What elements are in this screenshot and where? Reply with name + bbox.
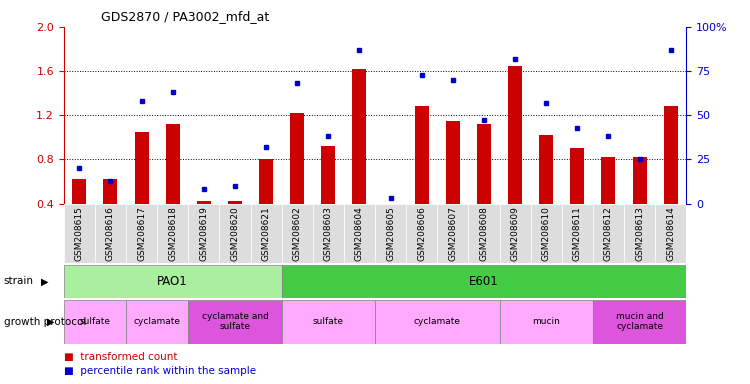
Bar — [508, 66, 522, 204]
Text: GSM208612: GSM208612 — [604, 207, 613, 261]
Text: GSM208617: GSM208617 — [137, 207, 146, 262]
Text: GSM208606: GSM208606 — [417, 207, 426, 262]
Text: cyclamate: cyclamate — [134, 317, 181, 326]
Bar — [500, 300, 592, 344]
Text: GSM208605: GSM208605 — [386, 207, 395, 262]
Bar — [259, 159, 273, 204]
Bar — [632, 157, 646, 204]
Text: E601: E601 — [469, 275, 499, 288]
Bar — [188, 204, 219, 263]
Bar — [64, 265, 282, 298]
Bar — [570, 148, 584, 204]
Text: ▶: ▶ — [47, 316, 55, 327]
Bar — [72, 179, 86, 204]
Text: GDS2870 / PA3002_mfd_at: GDS2870 / PA3002_mfd_at — [101, 10, 269, 23]
Text: ■  transformed count: ■ transformed count — [64, 352, 177, 362]
Text: GSM208618: GSM208618 — [168, 207, 177, 262]
Bar — [321, 146, 335, 204]
Text: GSM208616: GSM208616 — [106, 207, 115, 262]
Bar — [531, 204, 562, 263]
Bar — [166, 124, 180, 204]
Bar — [437, 204, 468, 263]
Text: mucin and
cyclamate: mucin and cyclamate — [616, 312, 664, 331]
Text: ▶: ▶ — [41, 276, 49, 286]
Bar — [592, 204, 624, 263]
Bar — [228, 201, 242, 204]
Bar — [468, 204, 500, 263]
Text: ■  percentile rank within the sample: ■ percentile rank within the sample — [64, 366, 256, 376]
Bar — [219, 204, 251, 263]
Text: GSM208608: GSM208608 — [479, 207, 488, 262]
Bar — [251, 204, 282, 263]
Text: GSM208619: GSM208619 — [200, 207, 208, 262]
Bar — [282, 265, 686, 298]
Text: GSM208621: GSM208621 — [262, 207, 271, 261]
Text: GSM208614: GSM208614 — [666, 207, 675, 261]
Text: GSM208611: GSM208611 — [573, 207, 582, 262]
Bar — [500, 204, 531, 263]
Text: cyclamate and
sulfate: cyclamate and sulfate — [202, 312, 268, 331]
Text: GSM208607: GSM208607 — [448, 207, 458, 262]
Text: strain: strain — [4, 276, 34, 286]
Bar — [134, 132, 148, 204]
Bar — [406, 204, 437, 263]
Bar — [64, 300, 126, 344]
Bar — [282, 204, 313, 263]
Bar — [188, 300, 282, 344]
Text: cyclamate: cyclamate — [414, 317, 460, 326]
Bar — [602, 157, 616, 204]
Bar — [94, 204, 126, 263]
Bar — [290, 113, 304, 204]
Text: GSM208603: GSM208603 — [324, 207, 333, 262]
Bar — [158, 204, 188, 263]
Text: sulfate: sulfate — [80, 317, 110, 326]
Bar — [415, 106, 429, 204]
Bar — [592, 300, 686, 344]
Bar — [624, 204, 656, 263]
Bar — [539, 135, 554, 204]
Bar — [64, 204, 94, 263]
Text: GSM208610: GSM208610 — [542, 207, 550, 262]
Bar — [126, 300, 188, 344]
Bar — [196, 201, 211, 204]
Text: GSM208620: GSM208620 — [230, 207, 239, 261]
Bar — [104, 179, 118, 204]
Text: GSM208609: GSM208609 — [511, 207, 520, 262]
Bar — [562, 204, 592, 263]
Bar — [664, 106, 678, 204]
Text: mucin: mucin — [532, 317, 560, 326]
Text: sulfate: sulfate — [313, 317, 344, 326]
Bar — [446, 121, 460, 204]
Bar — [126, 204, 158, 263]
Bar — [375, 204, 406, 263]
Bar — [313, 204, 344, 263]
Bar — [344, 204, 375, 263]
Bar — [477, 124, 491, 204]
Bar — [352, 69, 367, 204]
Text: PAO1: PAO1 — [158, 275, 188, 288]
Text: growth protocol: growth protocol — [4, 316, 86, 327]
Text: GSM208613: GSM208613 — [635, 207, 644, 262]
Text: GSM208604: GSM208604 — [355, 207, 364, 261]
Text: GSM208615: GSM208615 — [75, 207, 84, 262]
Bar — [375, 300, 500, 344]
Bar — [383, 204, 398, 206]
Bar — [656, 204, 686, 263]
Text: GSM208602: GSM208602 — [292, 207, 302, 261]
Bar — [282, 300, 375, 344]
